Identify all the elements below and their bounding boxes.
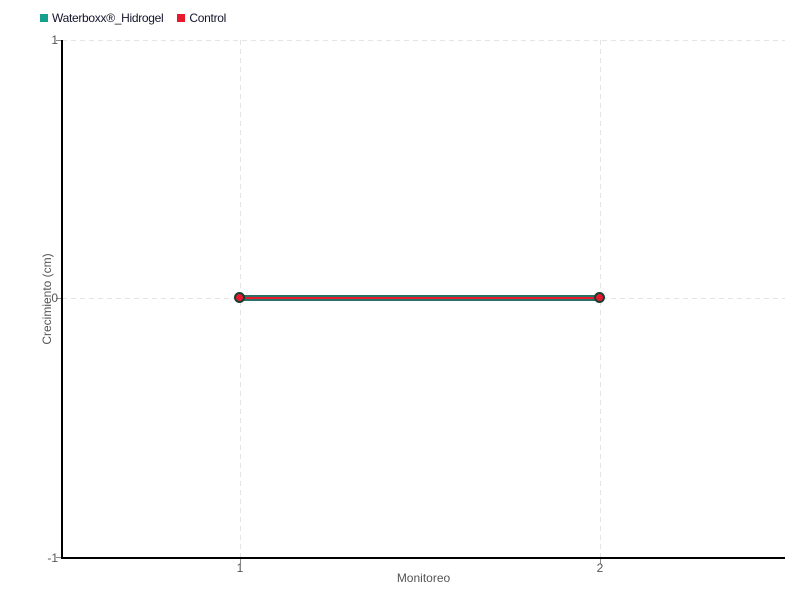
series-line-waterboxx xyxy=(240,295,600,301)
y-tickmark-1 xyxy=(56,40,61,41)
legend: Waterboxx®_Hidrogel Control xyxy=(40,11,226,25)
y-tick-label-neg1: -1 xyxy=(47,551,58,565)
legend-swatch-control-icon xyxy=(177,14,186,22)
y-axis-line xyxy=(61,40,63,558)
gridline-y-1 xyxy=(62,40,785,41)
legend-swatch-waterboxx-icon xyxy=(40,14,48,22)
x-tick-label-2: 2 xyxy=(596,561,604,575)
legend-label-waterboxx: Waterboxx®_Hidrogel xyxy=(52,11,164,25)
legend-label-control: Control xyxy=(189,11,227,25)
y-tickmark-neg1 xyxy=(56,557,61,558)
legend-item-control[interactable]: Control xyxy=(177,11,226,25)
x-axis-line xyxy=(61,557,785,559)
data-point-x1[interactable] xyxy=(234,292,245,303)
x-tick-label-1: 1 xyxy=(236,561,244,575)
legend-item-waterboxx[interactable]: Waterboxx®_Hidrogel xyxy=(40,11,164,25)
x-tickmark-1 xyxy=(240,559,241,564)
y-tick-label-1: 1 xyxy=(51,33,58,47)
x-axis-title: Monitoreo xyxy=(396,571,451,585)
data-point-x2[interactable] xyxy=(594,292,605,303)
series-line-control xyxy=(240,297,600,299)
x-tickmark-2 xyxy=(600,559,601,564)
y-tickmark-0 xyxy=(56,298,61,299)
y-tick-label-0: 0 xyxy=(51,291,58,305)
y-axis-title: Crecimiento (cm) xyxy=(40,253,54,345)
